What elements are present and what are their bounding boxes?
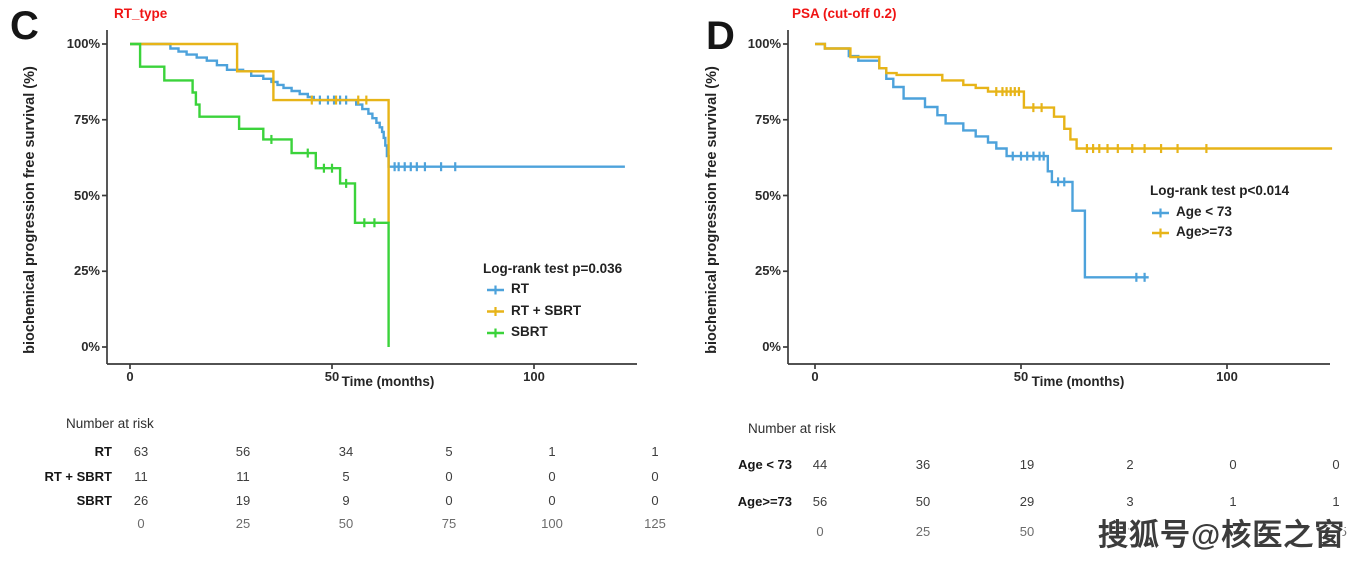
risk-row-label: SBRT xyxy=(76,493,112,508)
risk-time-label: 25 xyxy=(235,516,251,531)
risk-value: 0 xyxy=(1229,457,1237,472)
risk-value: 29 xyxy=(1019,494,1035,509)
risk-value: 56 xyxy=(812,494,828,509)
risk-time-label: 50 xyxy=(1019,524,1035,539)
risk-time-label: 75 xyxy=(441,516,457,531)
y-tick-label: 50% xyxy=(73,187,100,203)
panel-title-rt-type: RT_type xyxy=(114,6,168,21)
risk-time-label: 100 xyxy=(541,516,563,531)
km-curve-age-73 xyxy=(815,42,1149,279)
risk-value: 3 xyxy=(1126,494,1134,509)
x-axis-label: Time (months) xyxy=(341,374,435,389)
risk-value: 50 xyxy=(915,494,931,509)
risk-value: 5 xyxy=(445,444,453,459)
risk-time-label: 0 xyxy=(816,524,824,539)
y-axis-label: biochemical progression free survival (%… xyxy=(704,66,720,354)
risk-value: 0 xyxy=(651,469,659,484)
panel-letter-d: D xyxy=(706,14,735,58)
x-tick-label: 0 xyxy=(126,369,134,384)
panel-letter-c: C xyxy=(10,4,39,48)
legend-title-logrank: Log-rank test p<0.014 xyxy=(1150,183,1290,198)
legend-item-label: Age>=73 xyxy=(1176,224,1233,239)
risk-value: 19 xyxy=(235,493,251,508)
y-tick-label: 100% xyxy=(747,36,781,51)
y-tick-label: 75% xyxy=(73,111,100,127)
y-tick-label: 25% xyxy=(73,263,100,279)
risk-time-label: 100 xyxy=(1222,524,1244,539)
risk-time-label: 75 xyxy=(1122,524,1138,539)
legend-item-label: SBRT xyxy=(511,324,548,339)
risk-value: 34 xyxy=(338,444,354,459)
risk-value: 36 xyxy=(915,457,931,472)
x-tick-label: 100 xyxy=(523,369,545,384)
risk-value: 56 xyxy=(235,444,251,459)
y-tick-label: 50% xyxy=(754,187,781,203)
risk-value: 0 xyxy=(548,469,556,484)
risk-time-label: 125 xyxy=(644,516,666,531)
risk-time-label: 0 xyxy=(137,516,145,531)
x-tick-label: 50 xyxy=(1013,369,1029,384)
legend-item-label: RT + SBRT xyxy=(511,302,582,318)
risk-value: 0 xyxy=(1332,457,1340,472)
risk-value: 0 xyxy=(445,493,453,508)
risk-time-label: 25 xyxy=(915,524,931,539)
risk-value: 0 xyxy=(651,493,659,508)
risk-value: 1 xyxy=(1229,494,1237,509)
risk-row-label: Age < 73 xyxy=(738,457,792,472)
risk-value: 44 xyxy=(812,457,828,472)
watermark: 搜狐号@核医之窗 xyxy=(1098,519,1346,552)
y-tick-label: 100% xyxy=(66,36,100,51)
y-tick-label: 0% xyxy=(81,339,100,354)
y-tick-label: 75% xyxy=(754,111,781,127)
risk-value: 2 xyxy=(1126,457,1134,472)
km-curve-rt-sbrt xyxy=(130,42,390,223)
risk-value: 19 xyxy=(1019,457,1035,472)
x-axis-label: Time (months) xyxy=(1031,374,1125,389)
legend-title-logrank: Log-rank test p=0.036 xyxy=(483,261,623,276)
legend-item-label: Age < 73 xyxy=(1176,204,1232,219)
risk-row-label: RT + SBRT xyxy=(44,469,112,484)
risk-value: 11 xyxy=(134,469,148,484)
risk-value: 26 xyxy=(133,493,149,508)
risk-row-label: Age>=73 xyxy=(737,494,792,509)
panel-title-psa-cutoff: PSA (cut-off 0.2) xyxy=(792,6,897,21)
risk-value: 5 xyxy=(342,469,350,484)
risk-row-label: RT xyxy=(94,444,112,459)
risk-value: 1 xyxy=(548,444,556,459)
y-tick-label: 0% xyxy=(762,339,781,354)
risk-value: 1 xyxy=(651,444,659,459)
risk-value: 0 xyxy=(445,469,453,484)
risk-table-header: Number at risk xyxy=(748,421,836,436)
legend-item-label: RT xyxy=(511,281,529,296)
x-tick-label: 0 xyxy=(811,369,819,384)
km-curve-rt xyxy=(130,42,625,168)
risk-value: 63 xyxy=(133,444,149,459)
x-tick-label: 100 xyxy=(1216,369,1238,384)
risk-time-label: 125 xyxy=(1325,524,1347,539)
risk-value: 1 xyxy=(1332,494,1340,509)
risk-time-label: 50 xyxy=(338,516,354,531)
risk-value: 0 xyxy=(548,493,556,508)
y-tick-label: 25% xyxy=(754,263,781,279)
risk-value: 9 xyxy=(342,493,350,508)
x-tick-label: 50 xyxy=(324,369,340,384)
risk-value: 11 xyxy=(236,469,250,484)
km-curve-sbrt xyxy=(130,42,390,347)
risk-table-header: Number at risk xyxy=(66,416,154,431)
km-curve-age-73 xyxy=(815,42,1333,150)
y-axis-label: biochemical progression free survival (%… xyxy=(22,66,38,354)
